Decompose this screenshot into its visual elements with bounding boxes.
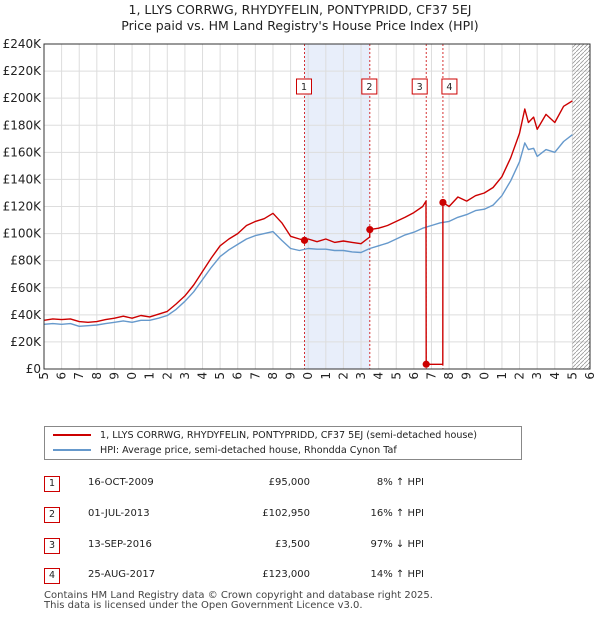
x-tick-label: 2004	[196, 372, 210, 380]
transaction-hpi: 8% ↑ HPI	[376, 477, 424, 488]
footer-line1: Contains HM Land Registry data © Crown c…	[44, 590, 433, 601]
legend-item-price: 1, LLYS CORRWG, RHYDYFELIN, PONTYPRIDD, …	[53, 428, 477, 444]
chart-title-line1: 1, LLYS CORRWG, RHYDYFELIN, PONTYPRIDD, …	[128, 2, 472, 17]
x-tick-label: 2025	[565, 372, 579, 380]
marker-label: 1	[301, 82, 307, 93]
price-paid-line	[43, 100, 573, 365]
transaction-point-4	[439, 198, 447, 207]
y-tick-label: £200K	[3, 91, 43, 105]
x-tick-label: 2026	[583, 372, 597, 380]
x-tick-label: 2007	[248, 372, 262, 380]
y-tick-label: £140K	[3, 172, 43, 186]
transaction-date: 25-AUG-2017	[88, 569, 156, 580]
transaction-marker-4: 4	[441, 78, 458, 95]
marker-box	[411, 78, 428, 95]
marker-label: 4	[446, 82, 452, 93]
transaction-hpi: 16% ↑ HPI	[370, 508, 424, 519]
chart-title-line2: Price paid vs. HM Land Registry's House …	[121, 18, 479, 33]
y-tick-label: £0	[26, 362, 41, 376]
transaction-date: 16-OCT-2009	[88, 477, 154, 488]
legend-hpi-label: HPI: Average price, semi-detached house,…	[100, 445, 397, 456]
x-tick-label: 2011	[319, 372, 333, 380]
transaction-number: 3	[44, 538, 60, 554]
price-chart: 1 2 3 4 £0 £20K £40K £60K £80K £100K £120K £140K £1…	[3, 37, 597, 380]
y-tick-label: £60K	[10, 281, 42, 295]
x-tick-label: 2015	[389, 372, 403, 380]
transaction-date: 13-SEP-2016	[88, 539, 152, 550]
x-tick-label: 2002	[160, 372, 174, 380]
marker-box	[441, 78, 458, 95]
y-tick-label: £220K	[3, 64, 43, 78]
x-tick-label: 2022	[513, 372, 527, 380]
y-tick-label: £160K	[3, 145, 43, 159]
table-row: 2 01-JUL-2013 £102,950 16% ↑ HPI	[44, 505, 564, 525]
table-row: 1 16-OCT-2009 £95,000 8% ↑ HPI	[44, 474, 564, 494]
chart-title: 1, LLYS CORRWG, RHYDYFELIN, PONTYPRIDD, …	[0, 2, 600, 34]
x-tick-label: 2017	[424, 372, 438, 380]
transaction-number: 4	[44, 568, 60, 584]
y-tick-label: £180K	[3, 118, 43, 132]
future-hatch-area	[572, 44, 590, 369]
x-tick-label: 2000	[125, 372, 139, 380]
x-tick-label: 1996	[55, 372, 69, 380]
x-tick-label: 1997	[72, 372, 86, 380]
x-tick-label: 2008	[266, 372, 280, 380]
legend: 1, LLYS CORRWG, RHYDYFELIN, PONTYPRIDD, …	[44, 426, 522, 460]
transaction-marker-1: 1	[295, 78, 312, 95]
price-line-swatch	[53, 434, 91, 436]
x-tick-label: 1995	[37, 372, 51, 380]
legend-price-label: 1, LLYS CORRWG, RHYDYFELIN, PONTYPRIDD, …	[100, 430, 478, 441]
marker-label: 3	[417, 82, 423, 93]
y-tick-label: £120K	[3, 200, 43, 214]
x-tick-label: 1998	[90, 372, 104, 380]
marker-box	[361, 78, 378, 95]
x-tick-label: 2018	[442, 372, 456, 380]
y-tick-label: £100K	[3, 227, 43, 241]
transaction-marker-2: 2	[361, 78, 378, 95]
x-tick-label: 1999	[107, 372, 121, 380]
transaction-date: 01-JUL-2013	[88, 508, 150, 519]
transaction-point-2	[366, 225, 374, 234]
plot-frame	[43, 43, 591, 370]
transaction-hpi: 97% ↓ HPI	[370, 539, 424, 550]
x-tick-label: 2014	[372, 372, 386, 380]
x-tick-label: 2009	[284, 372, 298, 380]
transaction-price: £3,500	[275, 539, 310, 550]
y-tick-label: £80K	[10, 254, 42, 268]
x-tick-label: 2010	[301, 372, 315, 380]
y-tick-label: £20K	[10, 335, 42, 349]
x-tick-label: 2012	[336, 372, 350, 380]
x-tick-label: 2003	[178, 372, 192, 380]
x-tick-label: 2006	[231, 372, 245, 380]
x-tick-label: 2001	[143, 372, 157, 380]
transaction-number: 2	[44, 507, 60, 523]
y-tick-label: £40K	[10, 308, 42, 322]
transaction-price: £102,950	[262, 508, 310, 519]
transaction-point-3	[422, 360, 430, 368]
transaction-point-1	[300, 236, 309, 244]
hpi-line-swatch	[53, 449, 91, 451]
y-tick-label: £240K	[3, 37, 43, 51]
x-tick-label: 2020	[477, 372, 491, 380]
footer: Contains HM Land Registry data © Crown c…	[44, 591, 433, 611]
table-row: 3 13-SEP-2016 £3,500 97% ↓ HPI	[44, 536, 564, 556]
table-row: 4 25-AUG-2017 £123,000 14% ↑ HPI	[44, 566, 564, 586]
transaction-hpi: 14% ↑ HPI	[370, 569, 424, 580]
x-tick-label: 2021	[495, 372, 509, 380]
hpi-line	[43, 134, 573, 327]
marker-box	[295, 78, 312, 95]
x-tick-label: 2024	[548, 372, 562, 380]
transaction-price: £123,000	[262, 569, 310, 580]
transaction-number: 1	[44, 476, 60, 492]
x-tick-label: 2005	[213, 372, 227, 380]
legend-item-hpi: HPI: Average price, semi-detached house,…	[53, 443, 397, 459]
x-tick-label: 2016	[407, 372, 421, 380]
transaction-marker-3: 3	[411, 78, 428, 95]
transaction-price: £95,000	[268, 477, 310, 488]
footer-line2: This data is licensed under the Open Gov…	[44, 600, 363, 611]
x-tick-label: 2019	[460, 372, 474, 380]
x-tick-label: 2023	[530, 372, 544, 380]
marker-label: 2	[366, 82, 372, 93]
x-tick-label: 2013	[354, 372, 368, 380]
